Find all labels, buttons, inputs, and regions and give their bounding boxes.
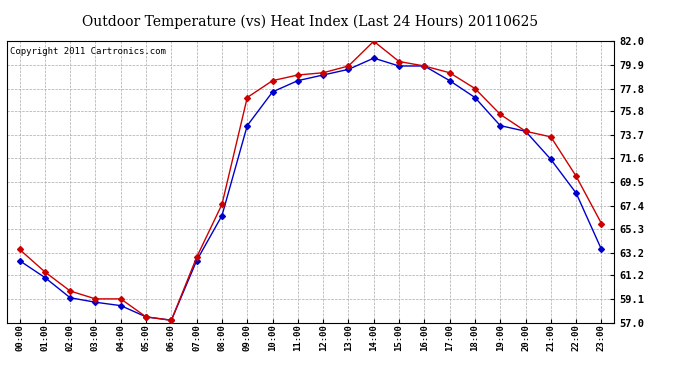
- Text: Copyright 2011 Cartronics.com: Copyright 2011 Cartronics.com: [10, 47, 166, 56]
- Text: Outdoor Temperature (vs) Heat Index (Last 24 Hours) 20110625: Outdoor Temperature (vs) Heat Index (Las…: [82, 15, 539, 29]
